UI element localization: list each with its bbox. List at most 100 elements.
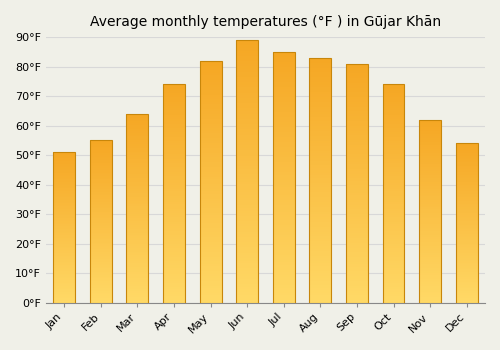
Bar: [126, 136, 148, 138]
Bar: [419, 290, 441, 292]
Bar: [200, 109, 222, 112]
Bar: [90, 254, 112, 256]
Bar: [200, 218, 222, 220]
Bar: [419, 282, 441, 284]
Bar: [163, 244, 185, 246]
Bar: [53, 206, 75, 208]
Bar: [236, 276, 258, 279]
Bar: [200, 237, 222, 240]
Bar: [272, 114, 294, 117]
Bar: [126, 144, 148, 146]
Bar: [456, 293, 477, 295]
Bar: [272, 107, 294, 110]
Bar: [310, 58, 332, 302]
Bar: [53, 274, 75, 275]
Bar: [382, 152, 404, 154]
Bar: [163, 152, 185, 154]
Bar: [419, 167, 441, 169]
Bar: [419, 239, 441, 240]
Bar: [419, 123, 441, 125]
Bar: [126, 244, 148, 246]
Bar: [200, 158, 222, 160]
Bar: [53, 248, 75, 250]
Bar: [53, 212, 75, 214]
Bar: [90, 194, 112, 196]
Bar: [163, 213, 185, 215]
Bar: [456, 296, 477, 298]
Bar: [272, 298, 294, 300]
Bar: [346, 193, 368, 195]
Bar: [419, 171, 441, 173]
Bar: [200, 102, 222, 104]
Bar: [456, 245, 477, 247]
Bar: [419, 228, 441, 229]
Bar: [53, 164, 75, 166]
Bar: [382, 137, 404, 139]
Bar: [456, 256, 477, 258]
Bar: [53, 229, 75, 230]
Bar: [419, 195, 441, 196]
Bar: [456, 210, 477, 212]
Bar: [272, 207, 294, 210]
Bar: [53, 170, 75, 172]
Bar: [236, 284, 258, 287]
Bar: [456, 295, 477, 296]
Bar: [310, 229, 332, 232]
Bar: [236, 176, 258, 179]
Bar: [382, 233, 404, 235]
Bar: [382, 121, 404, 124]
Bar: [382, 294, 404, 296]
Bar: [456, 299, 477, 301]
Bar: [200, 87, 222, 90]
Bar: [126, 225, 148, 227]
Bar: [456, 197, 477, 199]
Bar: [53, 253, 75, 254]
Bar: [382, 287, 404, 289]
Bar: [163, 204, 185, 206]
Bar: [90, 273, 112, 275]
Bar: [53, 254, 75, 256]
Bar: [419, 120, 441, 302]
Bar: [382, 261, 404, 263]
Bar: [126, 193, 148, 195]
Bar: [272, 245, 294, 247]
Bar: [382, 86, 404, 89]
Bar: [382, 100, 404, 102]
Bar: [200, 196, 222, 198]
Bar: [90, 285, 112, 286]
Bar: [419, 187, 441, 189]
Bar: [90, 163, 112, 164]
Bar: [200, 177, 222, 179]
Bar: [163, 283, 185, 285]
Bar: [382, 167, 404, 169]
Bar: [346, 226, 368, 229]
Bar: [200, 174, 222, 177]
Bar: [53, 280, 75, 281]
Bar: [346, 250, 368, 252]
Bar: [272, 295, 294, 298]
Bar: [382, 219, 404, 222]
Bar: [346, 214, 368, 217]
Bar: [126, 159, 148, 161]
Bar: [126, 131, 148, 133]
Bar: [382, 130, 404, 132]
Bar: [53, 163, 75, 164]
Bar: [346, 119, 368, 121]
Bar: [419, 273, 441, 275]
Bar: [382, 274, 404, 276]
Bar: [200, 61, 222, 63]
Bar: [310, 205, 332, 207]
Bar: [310, 151, 332, 153]
Bar: [200, 145, 222, 148]
Bar: [456, 205, 477, 207]
Bar: [200, 271, 222, 274]
Bar: [310, 283, 332, 285]
Bar: [90, 168, 112, 169]
Bar: [272, 122, 294, 125]
Bar: [382, 211, 404, 213]
Bar: [90, 225, 112, 226]
Bar: [126, 180, 148, 182]
Bar: [163, 211, 185, 213]
Bar: [126, 293, 148, 295]
Bar: [53, 214, 75, 215]
